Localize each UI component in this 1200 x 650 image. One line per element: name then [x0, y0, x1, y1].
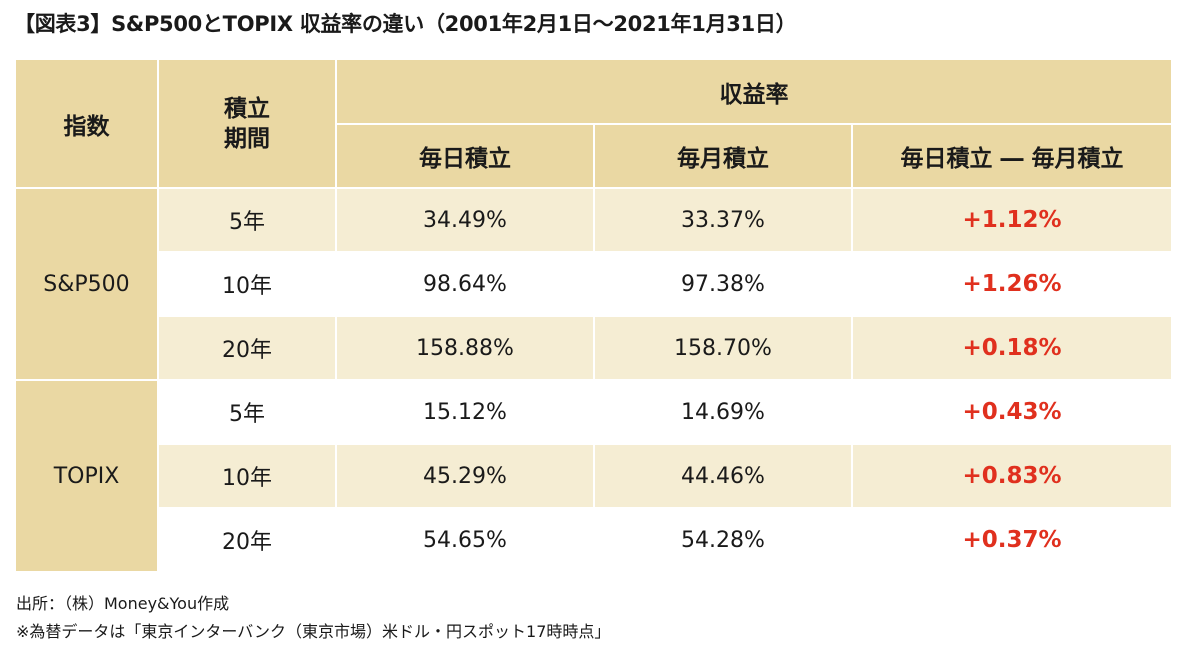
diff-cell: +1.12% — [852, 188, 1173, 253]
monthly-return-cell: 33.37% — [594, 188, 853, 253]
period-cell: 5年 — [158, 380, 337, 445]
daily-return-cell: 45.29% — [336, 444, 595, 509]
monthly-return-cell: 44.46% — [594, 444, 853, 509]
table-row: S&P500 5年 34.49% 33.37% +1.12% — [16, 188, 1173, 381]
daily-return-cell: 15.12% — [336, 380, 595, 445]
comparison-table: 指数 積立 期間 収益率 毎日積立 毎月積立 毎日積立 ― 毎月積立 S&P50… — [16, 60, 1173, 573]
table-row: 10年 98.64% 97.38% +1.26% — [16, 252, 1173, 317]
daily-return-cell: 158.88% — [336, 316, 595, 381]
period-cell: 20年 — [158, 508, 337, 573]
diff-cell: +0.37% — [852, 508, 1173, 573]
page-title: 【図表3】S&P500とTOPIX 収益率の違い（2001年2月1日〜2021年… — [14, 12, 797, 36]
period-cell: 10年 — [158, 444, 337, 509]
table-row: 20年 54.65% 54.28% +0.37% — [16, 508, 1173, 573]
monthly-return-cell: 54.28% — [594, 508, 853, 573]
daily-return-cell: 98.64% — [336, 252, 595, 317]
header-period-line1: 積立 — [224, 95, 270, 122]
exchange-rate-note: ※為替データは「東京インターバンク（東京市場）米ドル・円スポット17時時点」 — [16, 622, 611, 641]
table-row: 10年 45.29% 44.46% +0.83% — [16, 444, 1173, 509]
diff-cell: +0.83% — [852, 444, 1173, 509]
source-note: 出所：（株）Money&You作成 — [16, 594, 230, 613]
diff-cell: +1.26% — [852, 252, 1173, 317]
header-return-group: 収益率 — [336, 60, 1173, 125]
monthly-return-cell: 14.69% — [594, 380, 853, 445]
comparison-table-wrapper: 指数 積立 期間 収益率 毎日積立 毎月積立 毎日積立 ― 毎月積立 S&P50… — [16, 60, 1173, 573]
index-label-topix: TOPIX — [16, 380, 159, 573]
table-row: TOPIX 5年 15.12% 14.69% +0.43% — [16, 380, 1173, 573]
header-daily: 毎日積立 — [336, 124, 595, 189]
header-period: 積立 期間 — [158, 60, 337, 189]
monthly-return-cell: 158.70% — [594, 316, 853, 381]
diff-cell: +0.43% — [852, 380, 1173, 445]
header-period-line2: 期間 — [224, 125, 270, 152]
monthly-return-cell: 97.38% — [594, 252, 853, 317]
index-label-sp500: S&P500 — [16, 188, 159, 381]
header-monthly: 毎月積立 — [594, 124, 853, 189]
daily-return-cell: 54.65% — [336, 508, 595, 573]
daily-return-cell: 34.49% — [336, 188, 595, 253]
period-cell: 10年 — [158, 252, 337, 317]
period-cell: 5年 — [158, 188, 337, 253]
diff-cell: +0.18% — [852, 316, 1173, 381]
period-cell: 20年 — [158, 316, 337, 381]
header-index: 指数 — [16, 60, 159, 189]
table-row: 20年 158.88% 158.70% +0.18% — [16, 316, 1173, 381]
header-diff: 毎日積立 ― 毎月積立 — [852, 124, 1173, 189]
